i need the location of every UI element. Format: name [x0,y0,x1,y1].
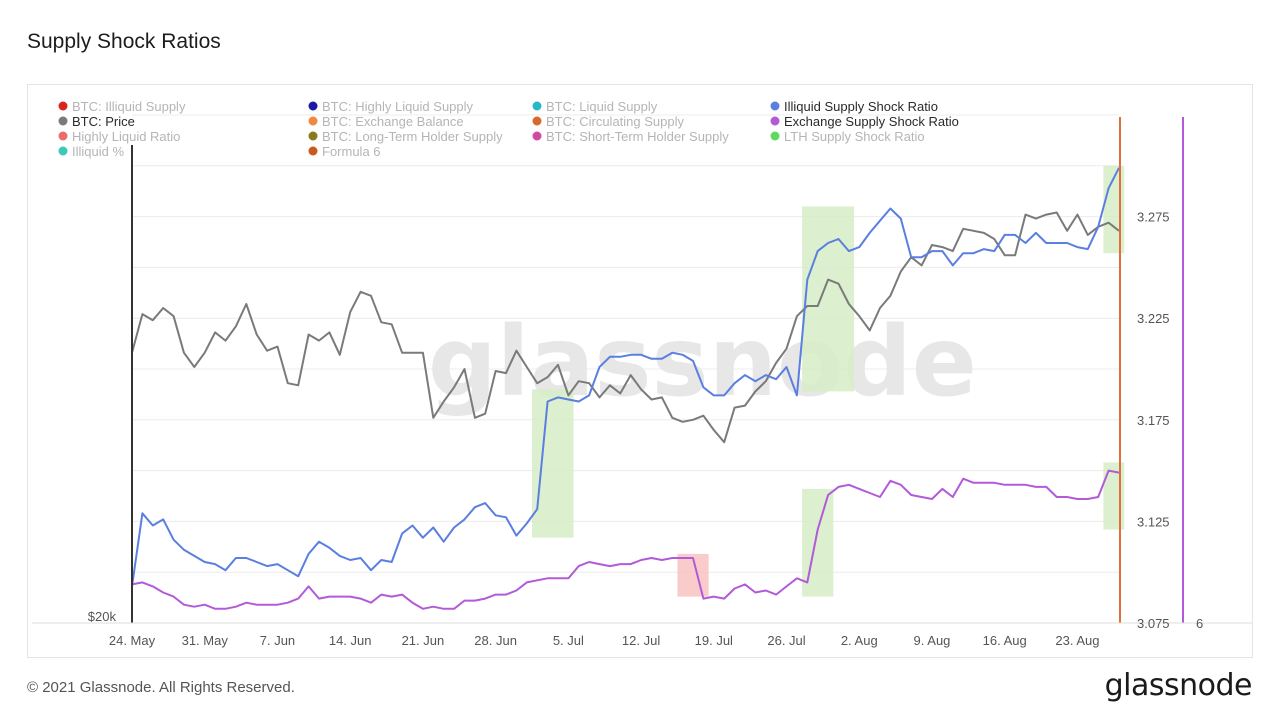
legend-label: Illiquid % [72,144,124,159]
page-title: Supply Shock Ratios [27,30,221,53]
left-axis-tick-label: $20k [88,609,117,624]
x-axis-tick-label: 21. Jun [402,633,445,648]
chart-svg: glassnode $20k 3.075 3.125 3.175 3.225 3.275 6… [32,99,1252,648]
legend-swatch-icon [58,116,68,126]
legend-label: BTC: Illiquid Supply [72,99,186,114]
legend-label: BTC: Price [72,114,135,129]
legend-label: BTC: Long-Term Holder Supply [322,129,503,144]
x-axis-tick-label: 9. Aug [914,633,951,648]
legend-item[interactable]: BTC: Price [58,114,135,129]
legend-item[interactable]: BTC: Illiquid Supply [58,99,186,114]
series-line-exchange-supply-shock-ratio [131,469,1120,610]
watermark: glassnode [428,306,977,418]
legend-swatch-icon [532,116,542,126]
legend-label: Exchange Supply Shock Ratio [784,114,959,129]
right-axis-tick-label: 3.075 [1137,616,1170,631]
right-axis-2-tick-label: 6 [1196,616,1203,631]
series-line-illiquid-supply-shock-ratio [131,167,1120,587]
legend-swatch-icon [58,101,68,111]
axes: $20k 3.075 3.125 3.175 3.225 3.275 6 24. May 31.… [32,117,1252,648]
legend-label: BTC: Circulating Supply [546,114,684,129]
x-axis-tick-label: 12. Jul [622,633,660,648]
gridlines [132,114,1119,624]
legend-label: BTC: Short-Term Holder Supply [546,129,729,144]
legend-label: Illiquid Supply Shock Ratio [784,99,938,114]
right-axis-tick-label: 3.125 [1137,514,1170,529]
legend-item[interactable]: BTC: Long-Term Holder Supply [308,129,504,144]
legend-swatch-icon [308,146,318,156]
legend-swatch-icon [58,131,68,141]
legend[interactable]: BTC: Illiquid Supply BTC: Highly Liquid S… [58,99,959,159]
x-axis-tick-label: 2. Aug [841,633,878,648]
x-axis-tick-label: 5. Jul [553,633,584,648]
legend-swatch-icon [308,101,318,111]
highlight-band [531,389,574,538]
legend-swatch-icon [308,131,318,141]
legend-swatch-icon [532,131,542,141]
x-axis-tick-label: 31. May [182,633,229,648]
legend-swatch-icon [770,101,780,111]
x-axis-tick-label: 7. Jun [260,633,295,648]
legend-label: BTC: Exchange Balance [322,114,464,129]
legend-swatch-icon [58,146,68,156]
x-axis-tick-label: 24. May [109,633,156,648]
legend-item[interactable]: Illiquid % [58,144,125,159]
legend-item[interactable]: BTC: Exchange Balance [308,114,464,129]
legend-swatch-icon [308,116,318,126]
x-axis-tick-label: 19. Jul [695,633,733,648]
legend-item[interactable]: BTC: Liquid Supply [532,99,658,114]
right-axis-tick-label: 3.175 [1137,413,1170,428]
legend-item[interactable]: Highly Liquid Ratio [58,129,181,144]
legend-label: LTH Supply Shock Ratio [784,129,925,144]
right-axis-tick-label: 3.275 [1137,210,1170,225]
legend-item[interactable]: LTH Supply Shock Ratio [770,129,925,144]
legend-swatch-icon [532,101,542,111]
legend-swatch-icon [770,116,780,126]
legend-item[interactable]: BTC: Circulating Supply [532,114,685,129]
x-axis-tick-label: 26. Jul [767,633,805,648]
legend-item[interactable]: Exchange Supply Shock Ratio [770,114,959,129]
legend-label: BTC: Highly Liquid Supply [322,99,474,114]
x-axis-tick-label: 14. Jun [329,633,372,648]
legend-label: Formula 6 [322,144,381,159]
series-line-btc-price [131,211,1120,444]
legend-swatch-icon [770,131,780,141]
x-axis-tick-label: 23. Aug [1055,633,1099,648]
series-lines [131,167,1120,610]
glassnode-logo: glassnode [1104,668,1253,703]
legend-item[interactable]: BTC: Short-Term Holder Supply [532,129,730,144]
legend-item[interactable]: Illiquid Supply Shock Ratio [770,99,938,114]
legend-label: BTC: Liquid Supply [546,99,658,114]
legend-item[interactable]: Formula 6 [308,144,381,159]
legend-item[interactable]: BTC: Highly Liquid Supply [308,99,474,114]
right-axis-tick-label: 3.225 [1137,311,1170,326]
copyright-text: © 2021 Glassnode. All Rights Reserved. [27,679,295,696]
legend-label: Highly Liquid Ratio [72,129,180,144]
x-axis-tick-label: 16. Aug [983,633,1027,648]
x-axis-tick-label: 28. Jun [474,633,517,648]
chart-panel: glassnode $20k 3.075 3.125 3.175 3.225 3.275 6… [27,84,1253,658]
